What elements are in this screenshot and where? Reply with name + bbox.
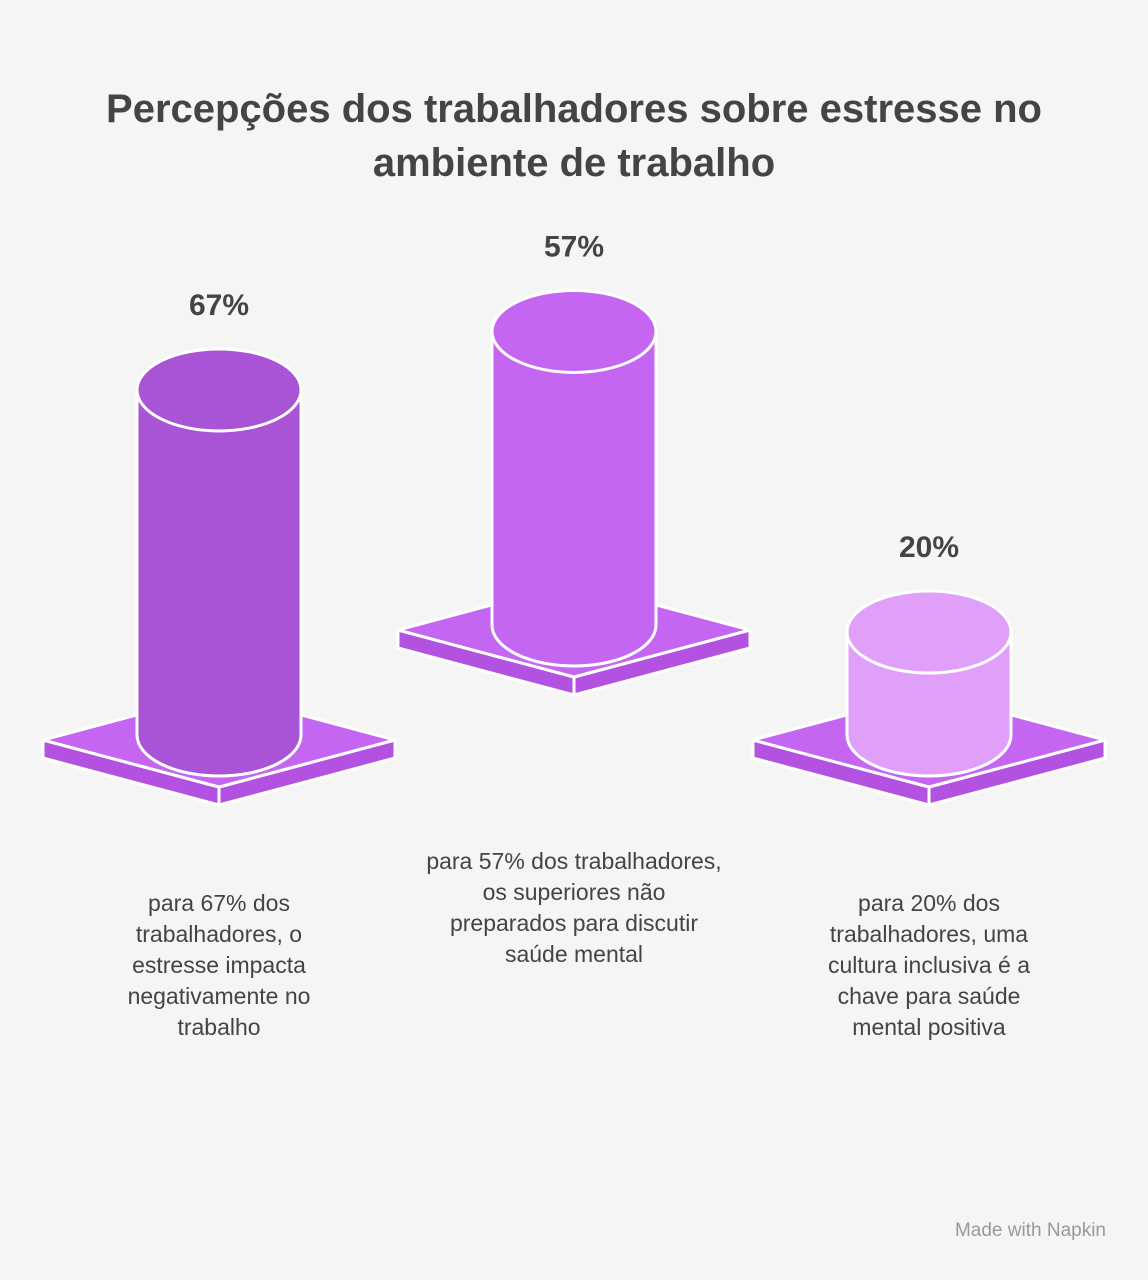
value-label: 20%	[899, 531, 959, 564]
chart-title: Percepções dos trabalhadores sobre estre…	[106, 87, 1042, 185]
cylinder-top	[135, 347, 303, 433]
value-label: 57%	[544, 230, 604, 263]
cylinder-top	[845, 589, 1013, 675]
category-description: para 20% dos trabalhadores, uma cultura …	[828, 890, 1030, 1040]
footer: Made with Napkin	[954, 1220, 1106, 1241]
category-description: para 57% dos trabalhadores, os superiore…	[426, 848, 722, 967]
cylinder-top	[490, 288, 658, 374]
cylinder-body	[135, 388, 303, 778]
category-description: para 67% dos trabalhadores, o estresse i…	[127, 890, 311, 1040]
cylinder-body	[490, 329, 658, 668]
value-label: 67%	[189, 289, 249, 322]
